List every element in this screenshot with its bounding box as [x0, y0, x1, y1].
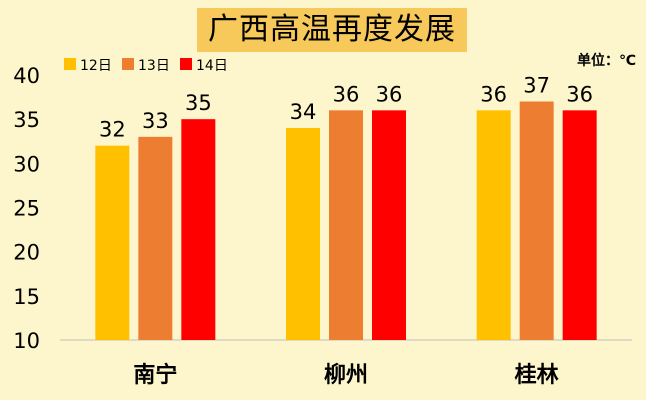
- category-label: 南宁: [133, 362, 177, 388]
- legend-label: 13日: [138, 58, 170, 74]
- chart-title: 广西高温再度发展: [197, 8, 467, 52]
- data-label: 35: [185, 91, 212, 115]
- legend-swatch: [64, 58, 76, 70]
- data-label: 34: [290, 100, 317, 124]
- bar: [476, 110, 511, 340]
- legend-swatch: [180, 58, 192, 70]
- data-label: 33: [142, 109, 169, 133]
- bar: [519, 101, 554, 340]
- category-label: 柳州: [324, 362, 368, 388]
- bar: [95, 145, 130, 340]
- y-tick-label: 30: [13, 152, 40, 176]
- bar: [372, 110, 406, 340]
- data-label: 37: [523, 74, 550, 98]
- category-label: 桂林: [515, 362, 559, 388]
- unit-label: 单位：℃: [577, 53, 636, 69]
- data-label: 36: [480, 82, 507, 106]
- bar: [562, 110, 597, 340]
- y-tick-label: 15: [13, 285, 40, 309]
- data-label: 36: [333, 82, 360, 106]
- y-tick-label: 10: [13, 329, 40, 353]
- y-tick-label: 35: [13, 108, 40, 132]
- y-tick-label: 25: [13, 197, 40, 221]
- data-label: 32: [99, 118, 126, 142]
- legend-label: 12日: [80, 58, 112, 74]
- bar: [329, 110, 363, 340]
- bar: [138, 136, 173, 340]
- bar: [286, 128, 320, 340]
- y-tick-label: 40: [13, 64, 40, 88]
- y-tick-label: 20: [13, 241, 40, 265]
- data-label: 36: [566, 82, 593, 106]
- data-label: 36: [376, 82, 403, 106]
- bar: [181, 119, 216, 341]
- legend-swatch: [122, 58, 134, 70]
- legend-label: 14日: [196, 58, 228, 74]
